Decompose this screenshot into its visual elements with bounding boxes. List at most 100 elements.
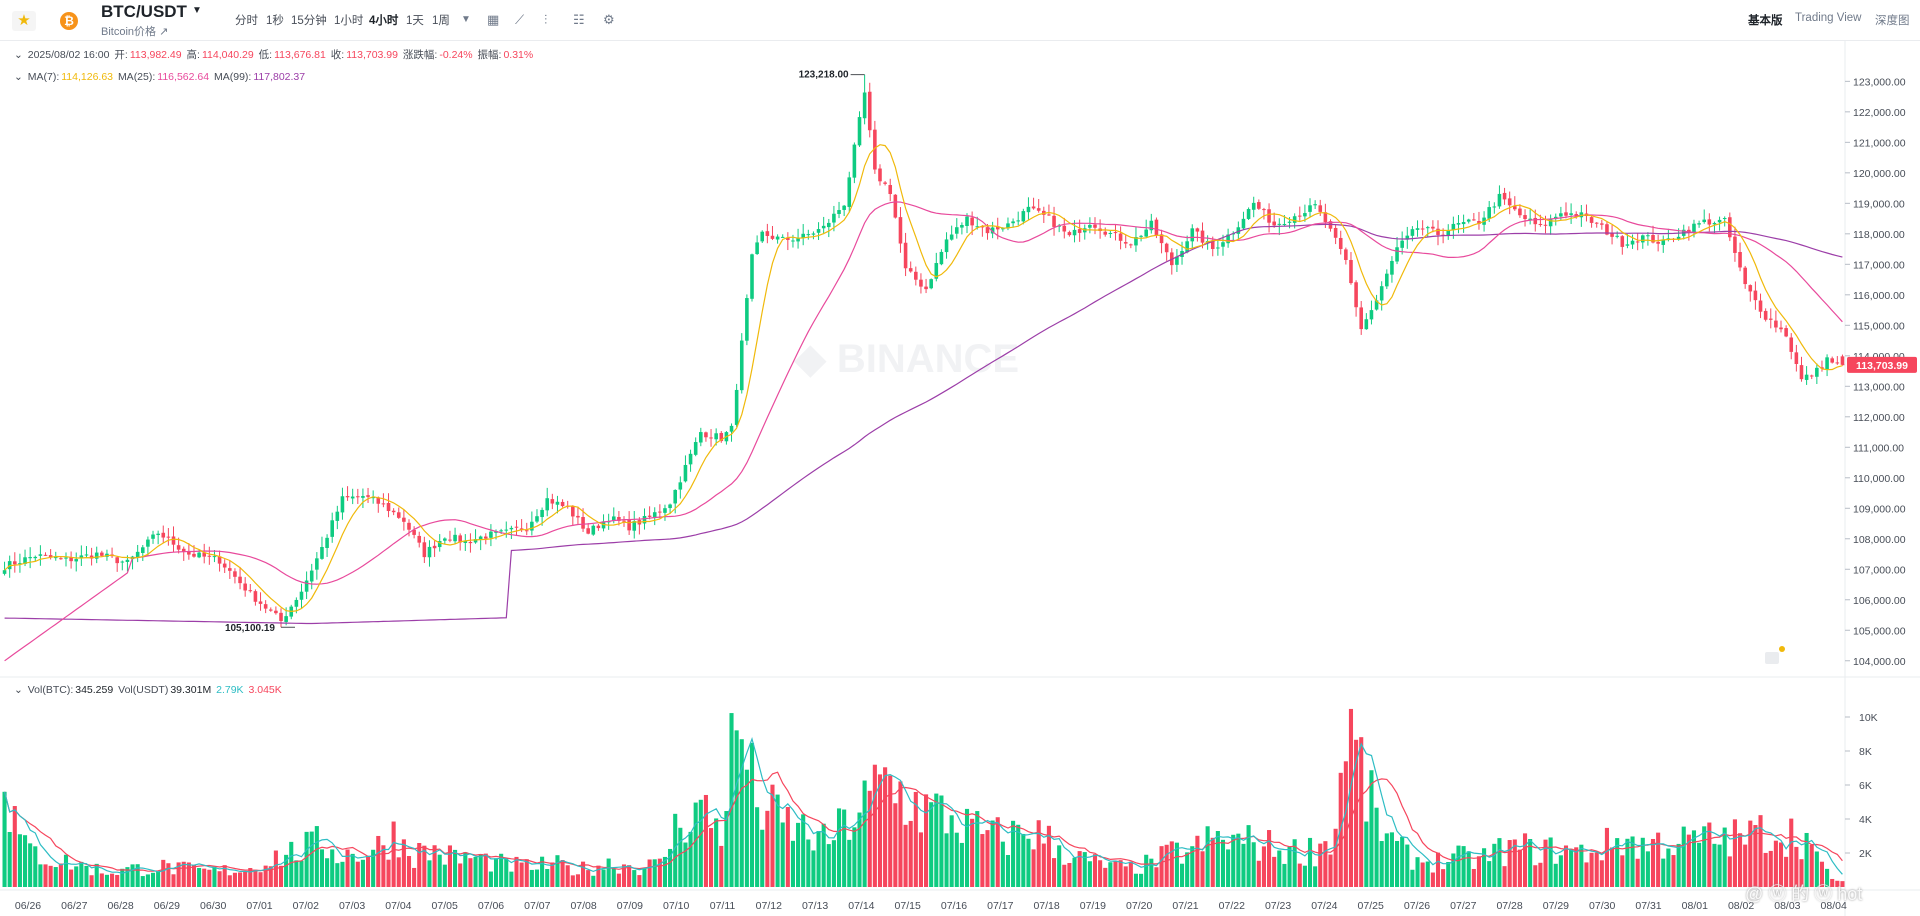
volume-bar	[181, 861, 186, 887]
volume-bar	[1712, 843, 1717, 887]
volume-bar	[1215, 831, 1220, 887]
price-tick-label: 115,000.00	[1853, 320, 1905, 332]
legend-caret-icon[interactable]: ⌄	[14, 49, 23, 61]
ma-caret-icon[interactable]: ⌄	[14, 71, 23, 83]
ma99-label: MA(99):	[213, 71, 252, 83]
ma25-line	[4, 201, 1843, 662]
candle-body	[1052, 215, 1056, 227]
favorite-star-icon[interactable]: ★	[12, 11, 36, 31]
volume-bar	[724, 811, 729, 887]
volume-bar	[1543, 839, 1548, 887]
settings-gear-icon[interactable]: ⚙	[603, 12, 615, 27]
volume-bar	[1738, 833, 1743, 887]
interval-4h[interactable]: 4小时	[369, 15, 399, 27]
candle-body	[504, 529, 509, 531]
interval-15m[interactable]: 15分钟	[291, 15, 327, 27]
draw-line-icon[interactable]: ⟋	[515, 12, 525, 27]
volume-bar	[1374, 807, 1379, 887]
candle-body	[304, 580, 309, 592]
interval-time[interactable]: 分时	[235, 15, 258, 27]
interval-1d[interactable]: 1天	[406, 15, 424, 27]
volume-bar	[1697, 842, 1702, 887]
volume-bar	[1610, 847, 1615, 887]
candle-body	[1062, 225, 1067, 232]
candle-body	[1354, 282, 1358, 308]
high-label: 高:	[186, 49, 200, 61]
volume-bar	[79, 861, 84, 887]
volume-bar	[959, 842, 964, 887]
candle-body	[970, 217, 974, 226]
date-label: 07/26	[1404, 900, 1430, 912]
volume-bar	[785, 807, 790, 887]
volume-bar	[1681, 826, 1686, 887]
volume-bar	[1021, 833, 1026, 887]
interval-1w[interactable]: 1周	[432, 15, 450, 27]
candle-body	[1093, 224, 1097, 228]
kline-chart[interactable]: 123,000.00 122,000.00 121,000.00 120,000.00…	[0, 41, 1920, 916]
candle-type-icon[interactable]: ⫶	[544, 12, 548, 27]
date-label: 07/30	[1589, 900, 1615, 912]
date-label: 07/31	[1635, 900, 1661, 912]
pair-title[interactable]: BTC/USDT	[101, 2, 187, 21]
candle-body	[883, 182, 887, 184]
volume-bar	[314, 826, 319, 887]
ma99-line	[4, 223, 1843, 625]
volume-bar	[857, 812, 862, 887]
volume-bar	[1149, 858, 1154, 887]
candle-body	[1676, 236, 1681, 240]
candle-body	[786, 237, 790, 240]
candle-body	[1446, 230, 1451, 236]
volume-bar	[877, 774, 883, 887]
volume-bar	[1200, 851, 1205, 887]
date-label: 06/30	[200, 900, 226, 912]
pair-dropdown-icon[interactable]: ▼	[192, 5, 202, 16]
volume-bar	[1661, 858, 1666, 887]
candle-body	[1625, 244, 1630, 246]
date-label: 07/19	[1080, 900, 1106, 912]
date-label: 08/04	[1821, 900, 1847, 912]
date-label: 07/01	[246, 900, 272, 912]
volume-bar	[278, 865, 284, 887]
view-tradingview[interactable]: Trading View	[1795, 12, 1862, 24]
volume-bar	[340, 861, 345, 887]
candle-body	[1610, 233, 1614, 237]
price-tick-label: 104,000.00	[1853, 656, 1906, 668]
volume-bar	[1451, 853, 1456, 887]
candle-body	[509, 527, 514, 530]
volume-bar	[811, 850, 816, 887]
price-tick-label: 110,000.00	[1853, 473, 1905, 485]
volume-bar	[376, 835, 381, 887]
candle-body	[862, 92, 867, 119]
volume-bar	[1799, 859, 1804, 887]
volume-bar	[647, 859, 652, 887]
volume-bar	[836, 808, 842, 887]
volume-bar	[970, 818, 975, 887]
indicator-icon[interactable]: ☷	[573, 12, 585, 27]
chat-notify-dot	[1779, 646, 1785, 652]
candle-body	[1692, 223, 1696, 233]
more-intervals-icon[interactable]: ▼	[461, 14, 471, 25]
candle-body	[888, 185, 893, 195]
vol-caret-icon[interactable]: ⌄	[14, 684, 23, 696]
volume-bar	[1482, 848, 1487, 887]
coin-price-link[interactable]: Bitcoin价格 ↗	[101, 26, 169, 38]
candle-body	[156, 533, 160, 536]
view-depth[interactable]: 深度图	[1875, 15, 1910, 27]
volume-bar	[1522, 833, 1528, 887]
calendar-icon[interactable]: ▦	[487, 12, 500, 27]
interval-1h[interactable]: 1小时	[334, 15, 364, 27]
volume-bar	[325, 858, 330, 887]
amplitude-value: 0.31%	[503, 49, 534, 61]
candle-body	[120, 561, 125, 563]
volume-bar	[1287, 846, 1292, 887]
candle-body	[1738, 251, 1742, 268]
interval-1s[interactable]: 1秒	[266, 15, 284, 27]
watermark-text: @ ⓦ 的 ⓦ hot	[1745, 884, 1863, 904]
volume-bar	[2, 791, 7, 887]
candle-body	[576, 515, 580, 518]
view-basic[interactable]: 基本版	[1748, 15, 1783, 27]
volume-bar	[294, 860, 299, 887]
candle-body	[1748, 285, 1753, 292]
candle-body	[396, 512, 401, 518]
volume-bar	[1830, 878, 1835, 887]
